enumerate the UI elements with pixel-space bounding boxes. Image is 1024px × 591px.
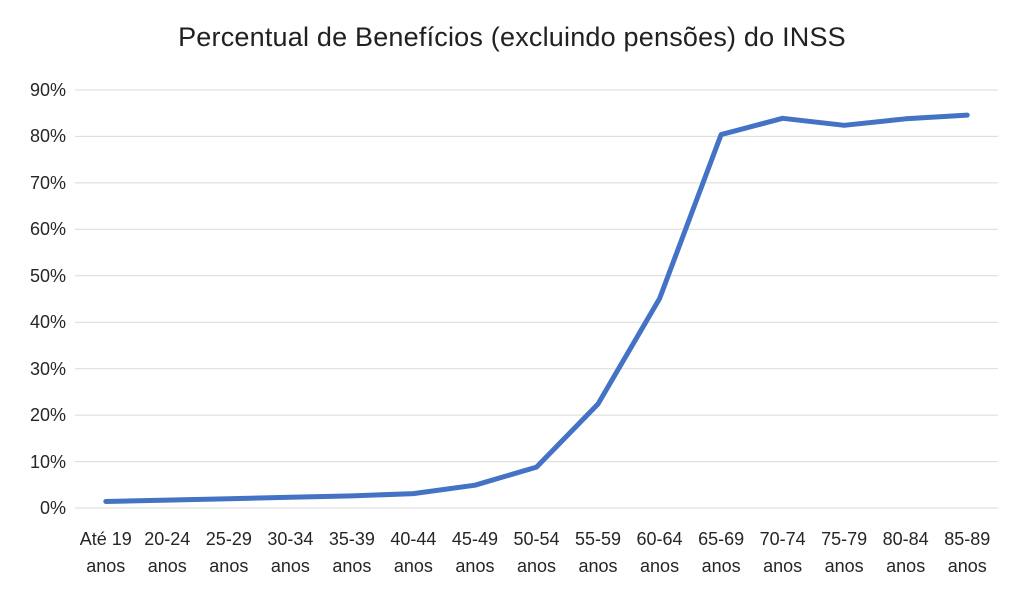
x-axis-label-line2: anos: [332, 556, 372, 576]
x-axis-label-line2: anos: [578, 556, 618, 576]
y-axis-tick-label: 70%: [29, 172, 66, 193]
x-axis-label-line1: 80-84: [882, 529, 929, 549]
x-axis-label-line2: anos: [516, 556, 556, 576]
x-axis-category-label: 20-24 anos: [137, 526, 199, 580]
x-axis-category-label: 35-39 anos: [321, 526, 383, 580]
x-axis-label-line1: 35-39: [328, 529, 375, 549]
x-axis-category-label: 60-64 anos: [629, 526, 691, 580]
x-axis-label-line1: 85-89: [944, 529, 991, 549]
x-axis-label-line1: 30-34: [267, 529, 314, 549]
x-axis-label-line1: 60-64: [636, 529, 683, 549]
y-axis-tick-label: 90%: [29, 80, 66, 100]
y-axis-tick-label: 10%: [29, 451, 66, 472]
x-axis-label-line2: anos: [701, 556, 741, 576]
y-axis-tick-label: 60%: [29, 219, 66, 240]
x-axis-category-label: 55-59 anos: [567, 526, 629, 580]
y-axis-tick-label: 80%: [29, 126, 66, 147]
x-axis-category-label: Até 19 anos: [75, 526, 137, 580]
x-axis-label-line1: 45-49: [451, 529, 498, 549]
x-axis-category-label: 80-84 anos: [875, 526, 937, 580]
y-axis-tick-label: 50%: [29, 265, 66, 286]
x-axis-label-line1: 50-54: [513, 529, 560, 549]
x-axis-label-line1: 40-44: [390, 529, 437, 549]
x-axis-label-line2: anos: [86, 556, 126, 576]
chart-title: Percentual de Benefícios (excluindo pens…: [178, 22, 846, 52]
x-axis-label-line1: Até 19: [79, 529, 132, 549]
x-axis-label-line2: anos: [147, 556, 187, 576]
x-axis-label-line1: 20-24: [144, 529, 191, 549]
x-axis-label-line2: anos: [393, 556, 433, 576]
x-axis-label-line1: 55-59: [575, 529, 622, 549]
y-axis: 0% 10% 20% 30% 40% 50% 60% 70% 80% 90%: [0, 0, 66, 591]
x-axis-category-label: 50-54 anos: [506, 526, 568, 580]
y-axis-tick-label: 0%: [39, 498, 66, 518]
x-axis-category-label: 70-74 anos: [752, 526, 814, 580]
x-axis: Até 19 anos 20-24 anos 25-29 anos 30-34 anos 35-…: [0, 526, 1024, 586]
x-axis-label-line2: anos: [886, 556, 926, 576]
x-axis-category-label: 65-69 anos: [690, 526, 752, 580]
x-axis-category-label: 40-44 anos: [383, 526, 445, 580]
x-axis-label-line2: anos: [270, 556, 310, 576]
x-axis-label-line2: anos: [209, 556, 249, 576]
data-series-line: [103, 112, 970, 504]
x-axis-category-label: 30-34 anos: [260, 526, 322, 580]
x-axis-category-label: 75-79 anos: [813, 526, 875, 580]
x-axis-label-line1: 70-74: [759, 529, 806, 549]
x-axis-label-line1: 75-79: [821, 529, 868, 549]
y-axis-tick-label: 30%: [29, 358, 66, 379]
x-axis-label-line2: anos: [455, 556, 495, 576]
x-axis-label-line2: anos: [824, 556, 864, 576]
x-axis-label-line2: anos: [640, 556, 680, 576]
x-axis-label-line1: 25-29: [205, 529, 252, 549]
x-axis-label-line2: anos: [947, 556, 987, 576]
x-axis-label-line1: 65-69: [698, 529, 745, 549]
x-axis-category-label: 85-89 anos: [936, 526, 998, 580]
y-axis-tick-label: 40%: [29, 312, 66, 333]
y-axis-tick-label: 20%: [29, 405, 66, 426]
x-axis-category-label: 25-29 anos: [198, 526, 260, 580]
x-axis-label-line2: anos: [763, 556, 803, 576]
x-axis-category-label: 45-49 anos: [444, 526, 506, 580]
